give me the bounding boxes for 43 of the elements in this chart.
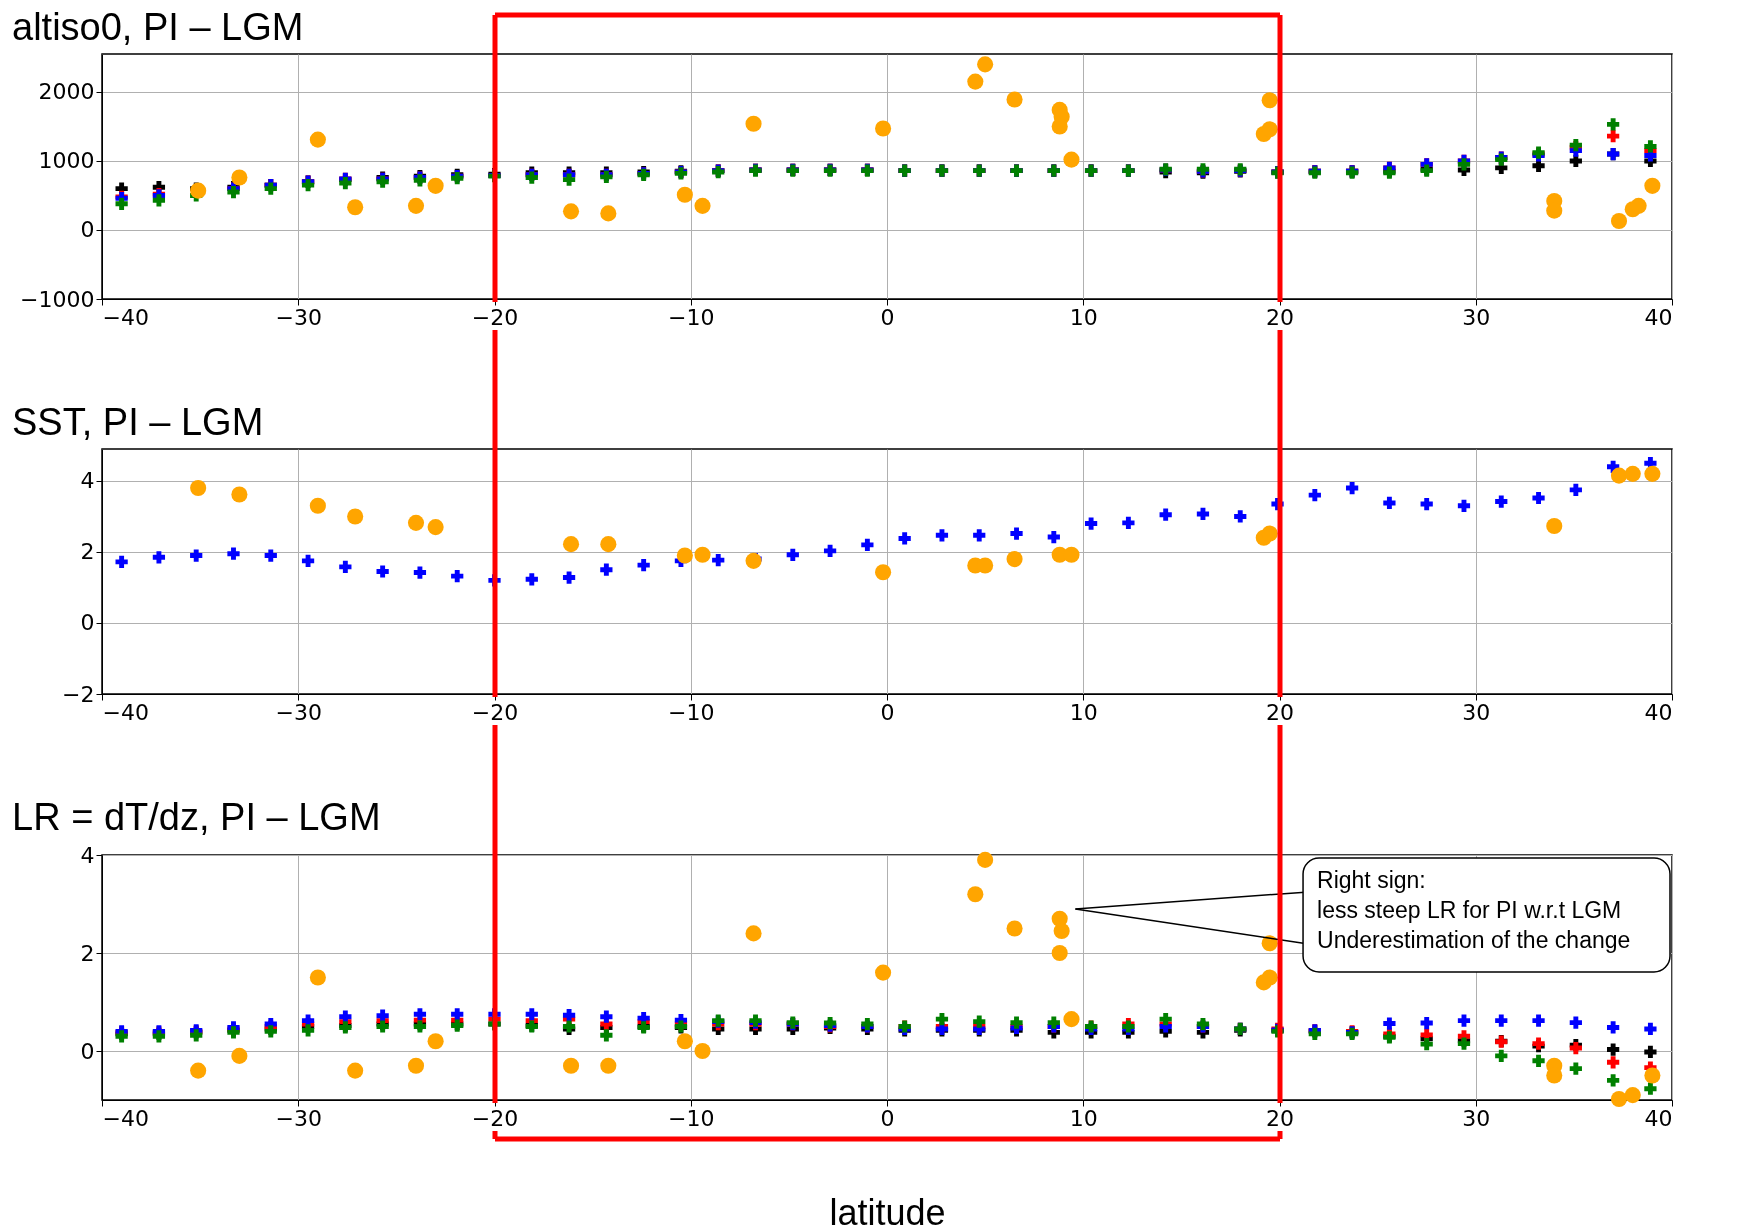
x-tick-label: −10: [668, 699, 715, 725]
x-tick-label: −40: [102, 699, 149, 725]
x-tick-label: 10: [1069, 699, 1098, 725]
y-tick-label: 4: [80, 842, 95, 868]
x-tick-label: −40: [102, 1105, 149, 1131]
x-tick-label: 20: [1266, 304, 1294, 330]
x-tick-label: 40: [1644, 304, 1673, 330]
x-tick-label: −20: [471, 1105, 519, 1131]
x-tick-label: 0: [880, 1105, 895, 1131]
x-tick-label: −30: [275, 699, 322, 725]
y-tick-label: 2: [80, 539, 95, 565]
x-tick-label: 20: [1266, 1105, 1294, 1131]
x-tick-label: −10: [668, 1105, 715, 1131]
y-tick-label: 0: [80, 610, 95, 636]
chart-title: LR = dT/dz, PI – LGM: [12, 796, 381, 838]
x-tick-label: −10: [668, 304, 715, 330]
x-tick-label: −30: [275, 304, 322, 330]
x-tick-label: 20: [1266, 699, 1294, 725]
x-tick-label: 0: [880, 304, 895, 330]
x-tick-label: 30: [1462, 1105, 1491, 1131]
y-tick-label: 2000: [38, 79, 95, 105]
x-tick-label: 40: [1644, 699, 1673, 725]
y-tick-label: 2: [80, 940, 95, 966]
y-tick-label: 0: [80, 217, 95, 243]
x-tick-label: −20: [471, 699, 519, 725]
x-tick-label: 10: [1069, 304, 1098, 330]
chart-title: altiso0, PI – LGM: [12, 6, 304, 48]
y-tick-label: −1000: [20, 286, 95, 312]
x-tick-label: −20: [471, 304, 519, 330]
x-tick-label: 10: [1069, 1105, 1098, 1131]
y-tick-label: 1000: [38, 148, 95, 174]
y-tick-label: 0: [80, 1038, 95, 1064]
chart-title: SST, PI – LGM: [12, 401, 264, 443]
x-tick-label: 30: [1462, 699, 1491, 725]
y-tick-label: −2: [62, 681, 95, 707]
annotation: Right sign: less steep LR for PI w.r.t LGM Underestimation of the change: [1317, 867, 1631, 953]
x-tick-label: 0: [880, 699, 895, 725]
y-tick-label: 4: [80, 468, 95, 494]
x-tick-label: 40: [1644, 1105, 1673, 1131]
x-tick-label: 30: [1462, 304, 1491, 330]
x-axis-title: latitude: [829, 1191, 946, 1231]
x-tick-label: −40: [102, 304, 149, 330]
x-tick-label: −30: [275, 1105, 322, 1131]
